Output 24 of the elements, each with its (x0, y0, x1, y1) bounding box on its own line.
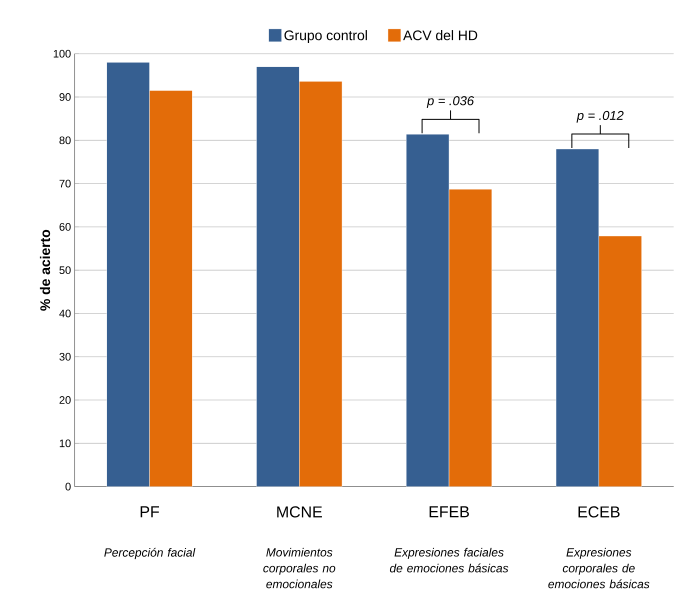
x-tick-label: MCNE (277, 506, 322, 518)
y-tick-label: 10 (60, 439, 71, 448)
legend-label: ACV del HD (403, 30, 478, 40)
y-axis-title: % de acierto (40, 230, 50, 311)
y-tick-label: 30 (59, 352, 71, 361)
y-tick-label: 100 (54, 50, 71, 58)
x-tick-label: PF (140, 506, 160, 518)
legend-label: Grupo control (284, 30, 367, 43)
y-tick-label: 40 (59, 310, 71, 318)
y-tick-label: 60 (60, 223, 71, 231)
y-tick-label: 90 (60, 93, 71, 101)
text: Movimientos corporales no emocionales (263, 548, 336, 588)
text: Expresiones corporales de emociones básicas (548, 548, 650, 588)
y-tick-label: 50 (59, 266, 71, 274)
annotation: p = .036 (426, 96, 474, 108)
y-tick-label: 80 (59, 136, 71, 144)
text: Expresiones faciales de emociones básicas (390, 548, 508, 572)
x-tick-label: ECEB (578, 506, 620, 518)
x-tick-label: EFEB (430, 506, 469, 518)
y-tick-label: 70 (60, 180, 71, 188)
text: Percepción facial (104, 548, 196, 560)
annotation: p = .012 (576, 110, 624, 123)
y-tick-label: 0 (65, 482, 71, 490)
y-tick-label: 20 (60, 396, 71, 404)
